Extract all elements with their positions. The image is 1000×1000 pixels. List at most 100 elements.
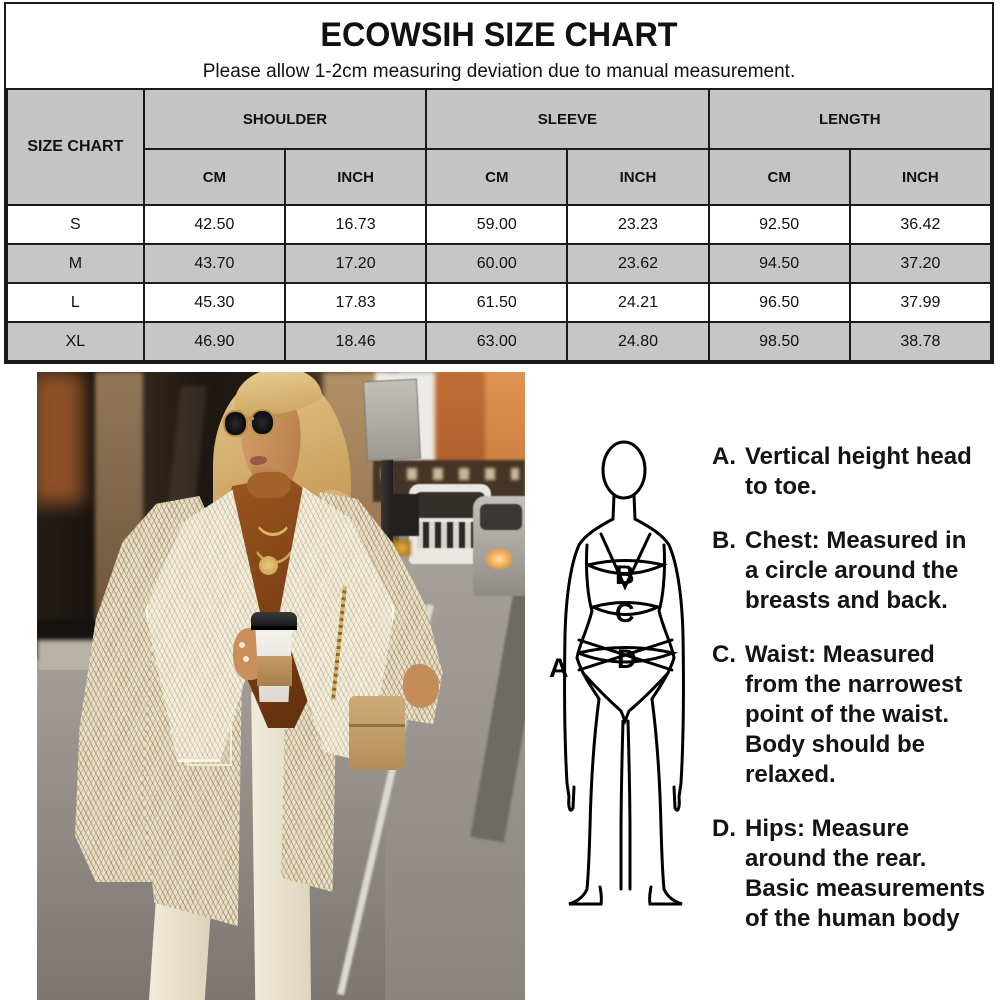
note-marker: D.: [712, 815, 736, 842]
figure-left-foot: [568, 885, 603, 906]
cell: 59.00: [425, 204, 569, 245]
sunglasses-bridge: [246, 417, 254, 420]
note-a: A. Vertical height head to toe.: [712, 442, 994, 502]
cell: 37.99: [848, 282, 993, 323]
measurement-notes: A. Vertical height head to toe. B. Chest…: [712, 442, 994, 958]
cell: 37.20: [848, 243, 993, 284]
overpass-windows: [381, 468, 519, 480]
model-right-hand: [403, 664, 439, 708]
car-headlight: [485, 548, 513, 570]
figure-bikini-line: [581, 671, 670, 726]
sunglasses-left-lens: [223, 410, 248, 437]
cell: 16.73: [283, 204, 428, 245]
cell: 94.50: [707, 243, 851, 284]
cell: 17.20: [283, 243, 428, 284]
fingernail: [239, 642, 245, 648]
cell: 38.78: [848, 321, 993, 362]
street-sign: [362, 378, 422, 462]
signal-box: [391, 494, 419, 536]
figure-hip-cross-lines: [577, 638, 674, 672]
sunglasses-right-lens: [250, 409, 275, 436]
suv-grille: [417, 522, 483, 548]
figure-right-torso: [650, 543, 676, 701]
figure-neck: [611, 493, 637, 521]
cell: 36.42: [848, 204, 993, 245]
pants-left-leg: [149, 900, 212, 1000]
cell: 92.50: [707, 204, 851, 245]
page-subtitle: Please allow 1-2cm measuring deviation d…: [202, 61, 796, 82]
figure-label-a: A: [549, 653, 569, 683]
cell: 17.83: [283, 282, 428, 323]
size-table-group-sleeve: SLEEVE: [425, 88, 710, 150]
cup-lid: [251, 612, 297, 628]
cell: 61.50: [425, 282, 569, 323]
figure-head: [601, 440, 647, 500]
note-marker: C.: [712, 641, 736, 668]
unit-header: INCH: [848, 148, 993, 206]
size-label: L: [6, 282, 145, 323]
size-label: M: [6, 243, 145, 284]
size-label: S: [6, 204, 145, 245]
fingernail: [243, 656, 249, 662]
table-row-s: S 42.50 16.73 59.00 23.23 92.50 36.42: [6, 204, 993, 245]
figure-left-leg: [585, 697, 625, 891]
note-marker: A.: [712, 443, 736, 470]
product-photo: [37, 372, 525, 1000]
car-windshield: [480, 504, 522, 530]
cell: 96.50: [707, 282, 851, 323]
figure-left-torso: [575, 543, 601, 701]
cell: 60.00: [425, 243, 569, 284]
size-label: XL: [6, 321, 145, 362]
page-title: ECOWSIH SIZE CHART: [320, 16, 678, 54]
figure-right-foot: [648, 885, 683, 906]
size-table: SIZE CHART SHOULDER SLEEVE LENGTH CM INC…: [6, 88, 993, 362]
size-table-group-length: LENGTH: [707, 88, 993, 150]
cell: 23.62: [566, 243, 710, 284]
figure-label-b: B: [615, 560, 635, 590]
cell: 98.50: [707, 321, 851, 362]
cell: 42.50: [142, 204, 286, 245]
figure-label-d: D: [617, 644, 637, 674]
note-d: D. Hips: Measure around the rear. Basic …: [712, 814, 994, 934]
figure-label-c: C: [615, 598, 635, 628]
unit-header: CM: [425, 148, 569, 206]
unit-header: CM: [142, 148, 286, 206]
handbag: [349, 696, 405, 770]
cell: 18.46: [283, 321, 428, 362]
unit-header: INCH: [283, 148, 428, 206]
cell: 43.70: [142, 243, 286, 284]
cell: 63.00: [425, 321, 569, 362]
cell: 24.80: [566, 321, 710, 362]
figure-chest-line: [586, 559, 668, 575]
body-measurement-figure: A B C D: [549, 440, 685, 906]
cell: 45.30: [142, 282, 286, 323]
note-text: Waist: Measured from the narrowest point…: [745, 641, 963, 788]
coin-pendant: [259, 556, 278, 575]
note-marker: B.: [712, 527, 736, 554]
note-text: Hips: Measure around the rear. Basic mea…: [745, 815, 986, 932]
figure-vneck: [599, 532, 652, 591]
note-b: B. Chest: Measured in a circle around th…: [712, 526, 994, 616]
warm-light-glow: [37, 372, 83, 504]
size-table-group-shoulder: SHOULDER: [142, 88, 428, 150]
figure-left-arm: [563, 517, 615, 812]
figure-waist-line: [591, 601, 663, 616]
figure-right-arm: [633, 517, 685, 812]
table-row-l: L 45.30 17.83 61.50 24.21 96.50 37.99: [6, 282, 993, 323]
cell: 46.90: [142, 321, 286, 362]
title-block: ECOWSIH SIZE CHART Please allow 1-2cm me…: [6, 4, 992, 88]
note-text: Vertical height head to toe.: [745, 443, 972, 500]
cup-sleeve: [257, 656, 292, 686]
note-text: Chest: Measured in a circle around the b…: [745, 527, 967, 614]
cell: 23.23: [566, 204, 710, 245]
unit-header: CM: [707, 148, 851, 206]
cup-lid-band: [251, 626, 297, 630]
table-row-xl: XL 46.90 18.46 63.00 24.80 98.50 38.78: [6, 321, 993, 362]
size-table-corner-header: SIZE CHART: [6, 88, 145, 206]
note-c: C. Waist: Measured from the narrowest po…: [712, 640, 994, 790]
table-row-m: M 43.70 17.20 60.00 23.62 94.50 37.20: [6, 243, 993, 284]
handbag-flap: [349, 724, 405, 727]
unit-header: INCH: [566, 148, 710, 206]
size-chart-panel: ECOWSIH SIZE CHART Please allow 1-2cm me…: [4, 2, 994, 364]
